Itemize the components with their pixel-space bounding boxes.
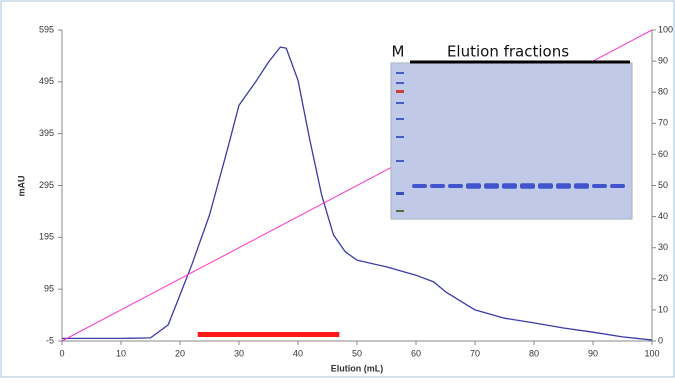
gel-band	[412, 184, 427, 188]
y-tick-label: -5	[46, 335, 54, 345]
x-tick-label: 0	[59, 348, 64, 358]
x-tick-label: 90	[588, 348, 598, 358]
gel-bands	[412, 183, 625, 189]
y2-tick-label: 80	[658, 87, 668, 97]
x-tick-label: 80	[529, 348, 539, 358]
y-tick-label: 495	[39, 76, 54, 86]
y-tick-label: 595	[39, 24, 54, 34]
ladder	[396, 72, 404, 212]
gel-band	[484, 183, 499, 189]
series-line	[62, 46, 653, 341]
gel-band	[556, 183, 571, 189]
fraction-range	[197, 332, 340, 337]
x-tick-label: 70	[470, 348, 480, 358]
gel-band	[448, 184, 463, 188]
y2-tick-label: 60	[658, 149, 668, 159]
y2-tick-label: 90	[658, 55, 668, 65]
gel-inset: M Elution fractions	[390, 43, 633, 220]
inset-title: Elution fractions	[447, 43, 569, 61]
x-tick-label: 60	[411, 348, 421, 358]
x-tick-label: 20	[175, 348, 185, 358]
y-tick-label: 95	[44, 284, 54, 294]
y2-tick-label: 50	[658, 180, 668, 190]
y2-tick-label: 0	[658, 335, 663, 345]
gel-band	[610, 184, 625, 188]
marker-label: M	[392, 43, 405, 61]
y2-tick-label: 30	[658, 242, 668, 252]
gel-band	[520, 183, 535, 189]
gel-band	[466, 183, 481, 189]
x-tick-label: 30	[234, 348, 244, 358]
gel-tint	[391, 63, 632, 219]
gel-band	[592, 184, 607, 188]
x-tick-label: 40	[293, 348, 303, 358]
y2-tick-label: 20	[658, 273, 668, 283]
x-tick-label: 50	[352, 348, 362, 358]
x-tick-label: 10	[116, 348, 126, 358]
y2-tick-label: 40	[658, 211, 668, 221]
y2-tick-label: 100	[658, 24, 673, 34]
gel-band	[538, 183, 553, 189]
y-tick-label: 195	[39, 232, 54, 242]
gel-band	[430, 184, 445, 188]
x-axis-label: Elution (mL)	[331, 363, 384, 373]
y2-tick-label: 70	[658, 118, 668, 128]
y-tick-label: 295	[39, 180, 54, 190]
y-axis-label: mAU	[16, 175, 26, 196]
gel-band	[574, 183, 589, 189]
gel-band	[502, 183, 517, 189]
y2-tick-label: 10	[658, 304, 668, 314]
y-tick-label: 395	[39, 128, 54, 138]
x-tick-label: 100	[644, 348, 659, 358]
